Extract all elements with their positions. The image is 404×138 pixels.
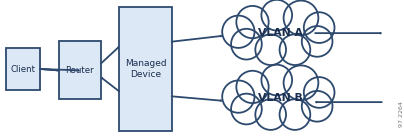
Text: VLAN A: VLAN A — [258, 28, 303, 38]
Ellipse shape — [302, 91, 332, 122]
Ellipse shape — [255, 34, 286, 65]
Ellipse shape — [284, 1, 318, 35]
Ellipse shape — [280, 34, 310, 65]
Ellipse shape — [222, 80, 255, 113]
Ellipse shape — [261, 0, 292, 30]
Text: VLAN B: VLAN B — [259, 93, 303, 103]
Ellipse shape — [255, 99, 286, 130]
Ellipse shape — [222, 16, 255, 48]
Ellipse shape — [284, 65, 318, 100]
Ellipse shape — [236, 6, 269, 38]
FancyBboxPatch shape — [59, 41, 101, 99]
Ellipse shape — [302, 26, 332, 57]
Ellipse shape — [280, 99, 310, 130]
FancyBboxPatch shape — [6, 48, 40, 90]
Ellipse shape — [231, 94, 262, 124]
Ellipse shape — [231, 29, 262, 59]
Ellipse shape — [261, 65, 292, 95]
Ellipse shape — [236, 71, 269, 103]
Text: Router: Router — [65, 66, 94, 75]
Text: Client: Client — [11, 64, 36, 74]
Ellipse shape — [304, 77, 335, 108]
Text: Managed
Device: Managed Device — [124, 59, 166, 79]
Ellipse shape — [304, 12, 335, 43]
FancyBboxPatch shape — [119, 7, 172, 131]
Text: 97 2264: 97 2264 — [399, 101, 404, 127]
